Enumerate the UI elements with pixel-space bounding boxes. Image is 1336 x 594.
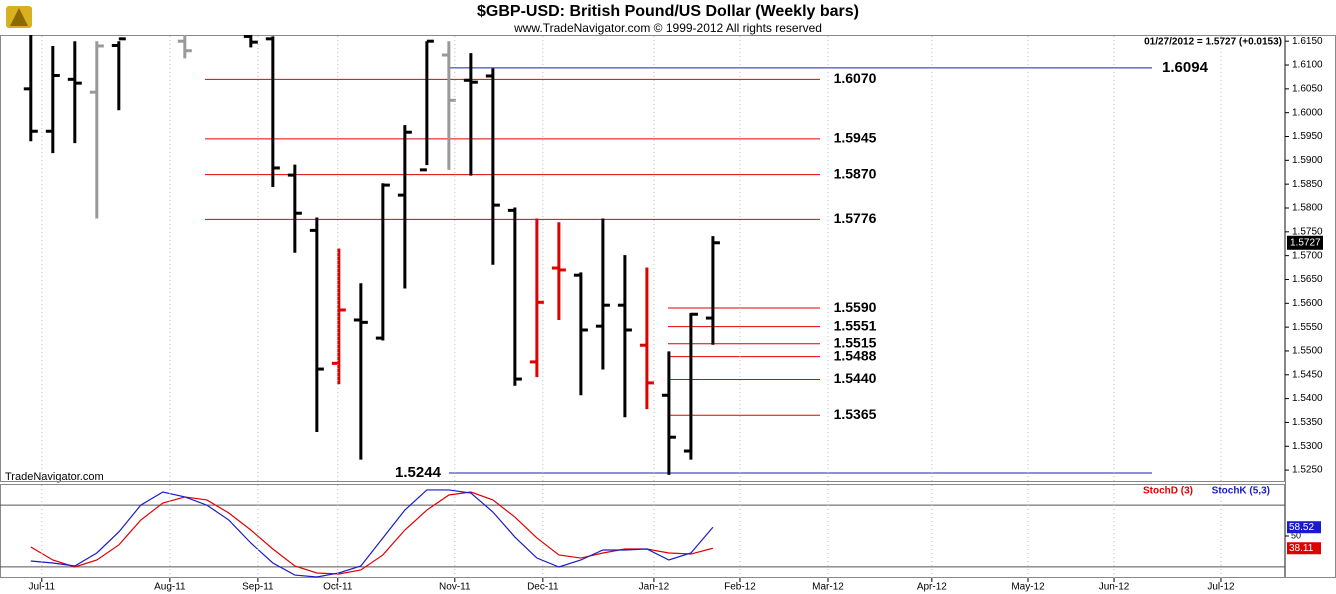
y-tick-label: 1.6000 [1292,107,1323,118]
x-tick-label: Jul-12 [1207,582,1235,593]
x-tick-label: Jan-12 [639,582,670,593]
y-tick-label: 1.5600 [1292,298,1323,309]
last-value-box [1287,521,1321,534]
logo [6,6,32,28]
level-label: 1.5244 [395,464,442,481]
x-tick-label: Feb-12 [724,582,756,593]
level-label: 1.5440 [834,370,877,386]
y-tick-label: 1.5550 [1292,322,1323,333]
y-tick-label: 1.5950 [1292,131,1323,142]
y-tick-label: 1.5350 [1292,417,1323,428]
x-tick-label: Nov-11 [439,582,471,593]
y-tick-label: 1.5850 [1292,179,1323,190]
stoch-plot [0,489,1285,578]
last-price-box [1287,235,1323,250]
last-value-label: 58.52 [1289,522,1314,533]
info: 01/27/2012 = 1.5727 (+0.0153) [1144,37,1282,48]
watermark: TradeNavigator.com [5,471,104,483]
legend-entry: StochD (3) [1143,486,1193,497]
x-tick-label: Apr-12 [917,582,947,593]
y-tick-label: 1.5300 [1292,441,1323,452]
x-tick-label: Sep-11 [242,582,274,593]
y-tick-label: 1.5750 [1292,226,1323,237]
last-price-label: 1.5727 [1290,237,1321,248]
level-label: 1.5870 [834,165,877,181]
y-tick-label: 1.5800 [1292,203,1323,214]
y-tick-label: 1.5500 [1292,346,1323,357]
y-tick-label: 1.6050 [1292,83,1323,94]
level-label: 1.5488 [834,347,877,363]
legend: StochD (3) StochK (5,3) [1143,486,1270,497]
x-tick-label: Dec-11 [527,582,559,593]
y-tick-label: 1.6100 [1292,60,1323,71]
level-label: 1.5945 [834,130,877,146]
y-tick-label: 1.5900 [1292,155,1323,166]
last-value-box [1287,542,1321,555]
x-tick-label: Mar-12 [812,582,844,593]
legend-entry: StochK (5,3) [1212,486,1270,497]
stoch-line [30,491,714,575]
stoch-pane [0,484,1285,578]
price-pane [0,35,1285,482]
x-tick-label: Aug-11 [154,582,186,593]
level-label: 1.5776 [834,210,877,226]
level-label: 1.6094 [1162,59,1209,76]
x-tick-label: May-12 [1011,582,1045,593]
last-value-label: 38.11 [1289,543,1314,554]
y-tick-label: 1.5400 [1292,393,1323,404]
y-tick-label: 1.6150 [1292,36,1323,47]
stoch-line [30,489,714,578]
level-label: 1.5590 [834,299,877,315]
x-tick-label: Jul-11 [29,582,56,593]
subtitle: www.TradeNavigator.com © 1999-2012 All r… [513,21,822,35]
y-tick-label: 1.5250 [1292,465,1323,476]
chart-title: $GBP-USD: British Pound/US Dollar (Weekl… [477,3,859,20]
level-label: 1.5365 [834,406,877,422]
level-label: 1.5515 [834,335,877,351]
y-tick-label: 50 [1291,530,1301,540]
x-tick-label: Oct-11 [323,582,353,593]
y-tick-label: 1.5650 [1292,274,1323,285]
y-tick-label: 1.5700 [1292,250,1323,261]
level-label: 1.5551 [834,317,877,333]
level-label: 1.6070 [834,70,877,86]
y-tick-label: 1.5450 [1292,369,1323,380]
x-tick-label: Jun-12 [1099,582,1130,593]
price-plot [23,35,1152,475]
